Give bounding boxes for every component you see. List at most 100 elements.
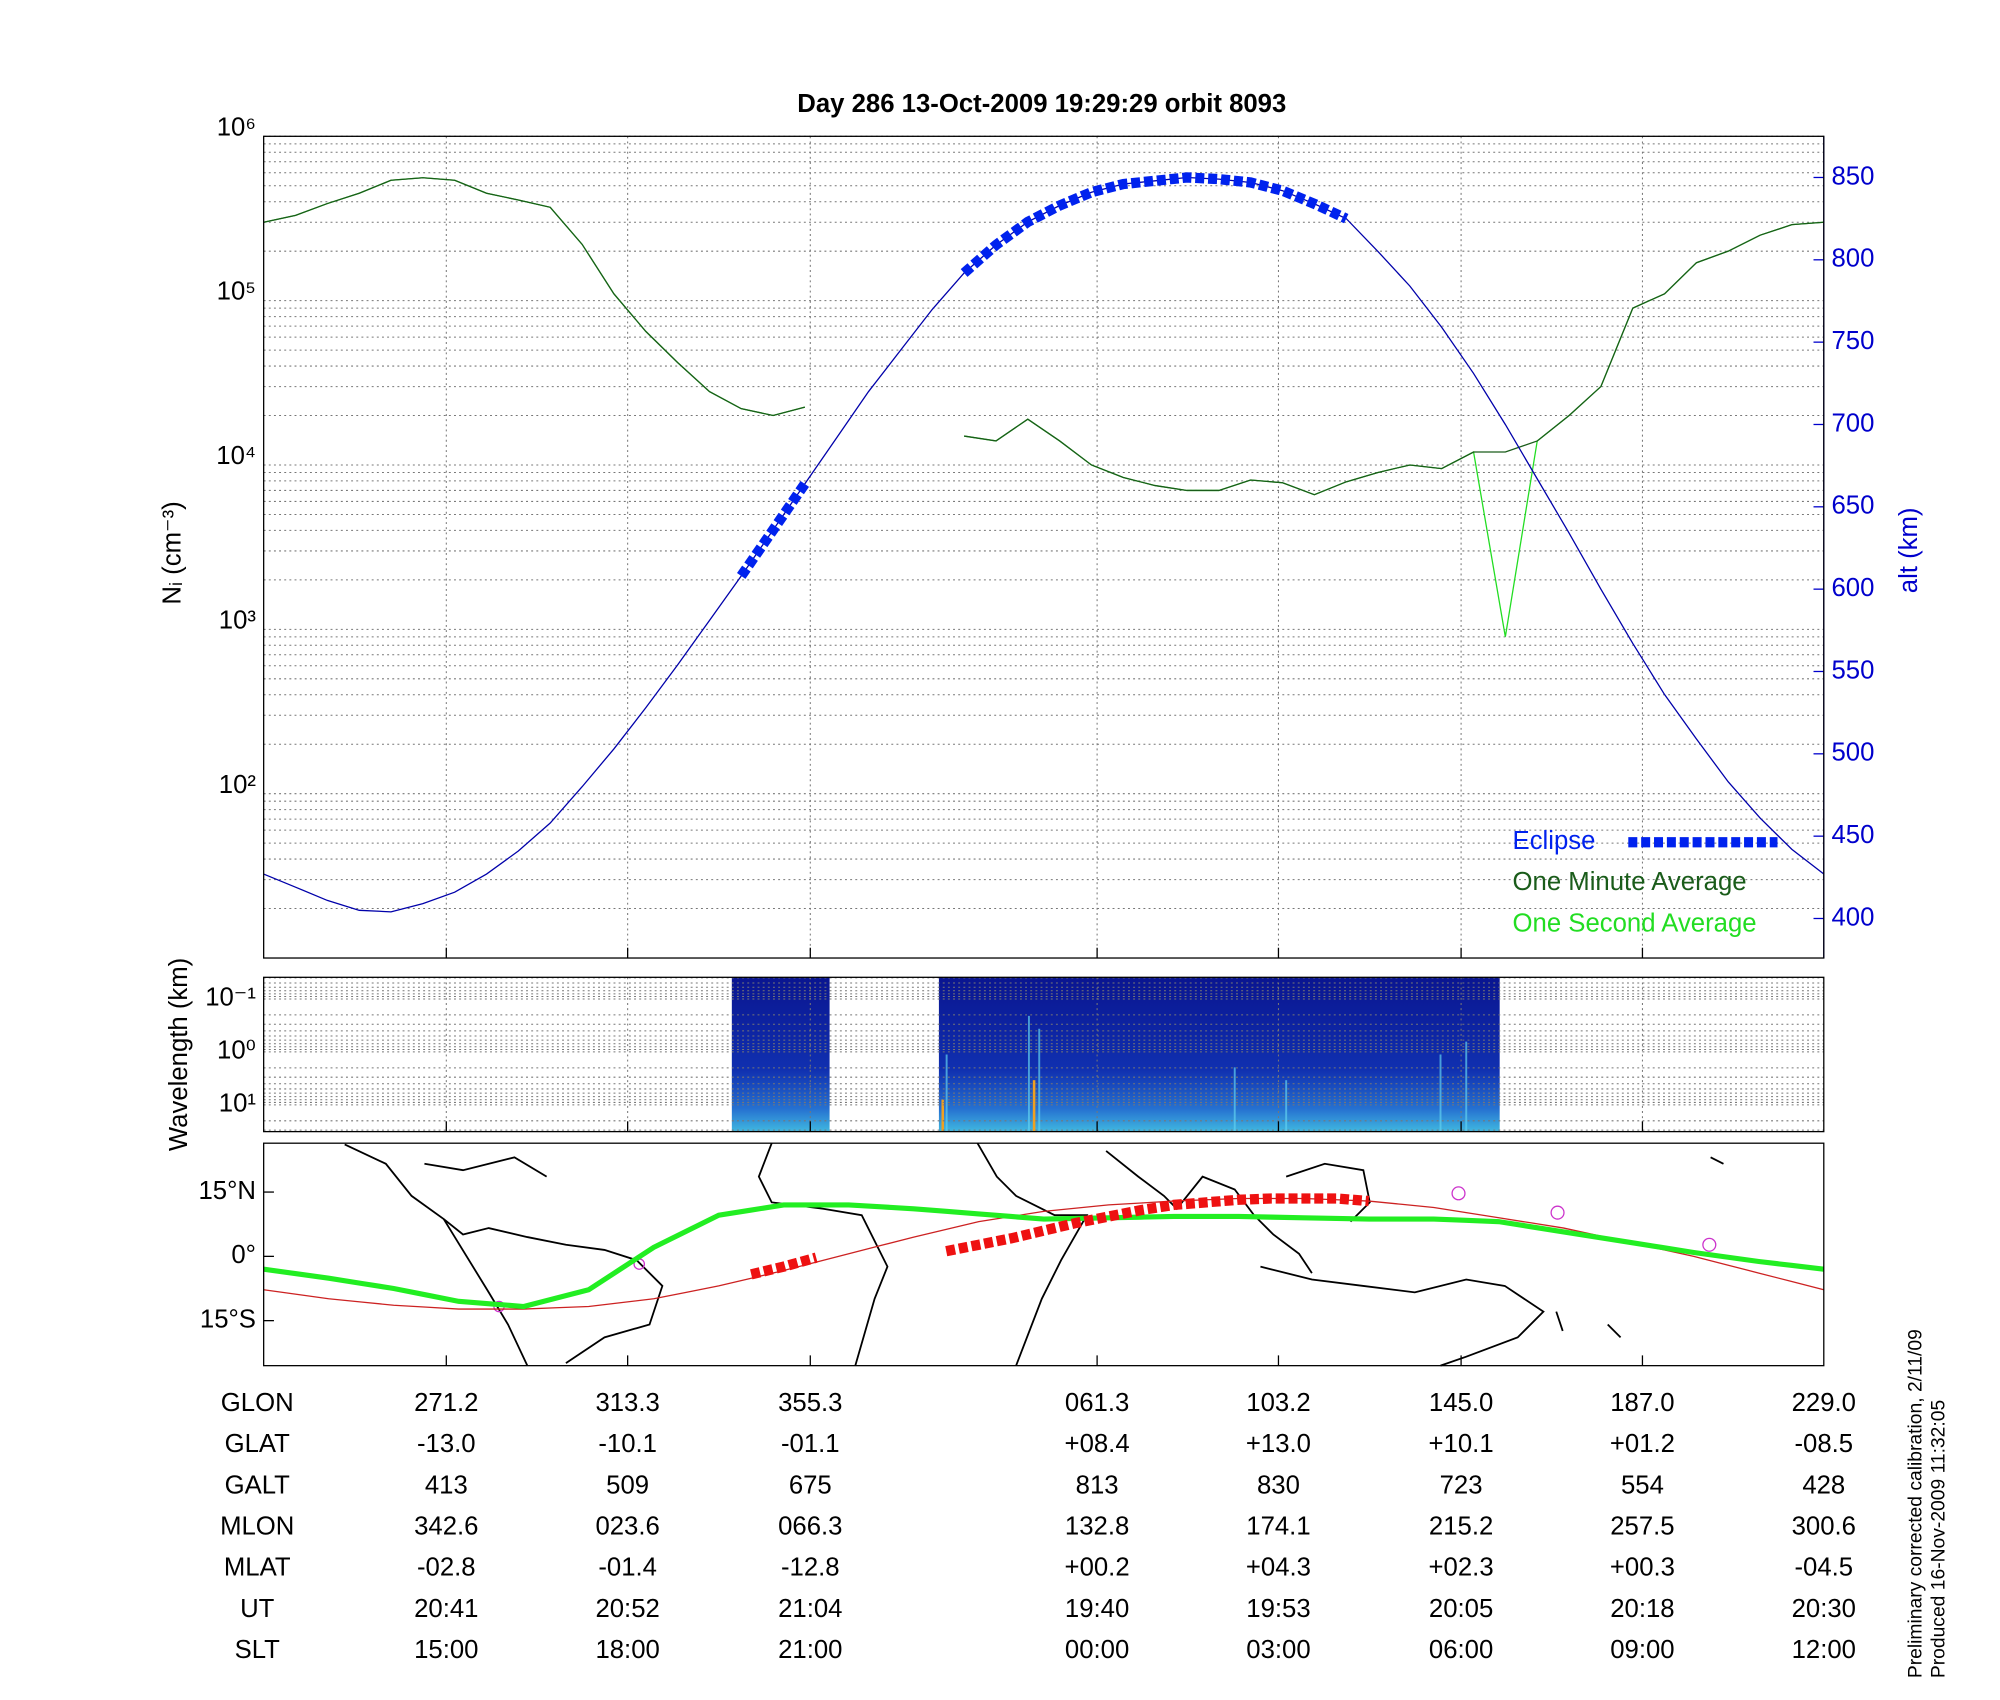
table-cell: -10.1 (598, 1430, 657, 1458)
table-cell: 271.2 (414, 1389, 478, 1417)
table-cell: 20:18 (1610, 1595, 1674, 1623)
row-label: GLON (221, 1389, 294, 1417)
y-tick-label: 10⁶ (217, 113, 256, 141)
table-cell: 342.6 (414, 1512, 478, 1540)
table-cell: 023.6 (595, 1512, 659, 1540)
note: Preliminary corrected calibration, 2/11/… (1905, 1329, 1926, 1678)
table-cell: 19:40 (1065, 1595, 1129, 1623)
y2-tick-label: 550 (1832, 656, 1875, 684)
table-cell: 20:41 (414, 1595, 478, 1623)
table-cell: 103.2 (1246, 1389, 1310, 1417)
table-cell: +08.4 (1065, 1430, 1130, 1458)
table-cell: +00.3 (1610, 1554, 1675, 1582)
y-tick-label: 15°S (200, 1305, 256, 1333)
row-label: MLAT (224, 1554, 291, 1582)
table-cell: 187.0 (1610, 1389, 1674, 1417)
table-cell: -12.8 (781, 1554, 840, 1582)
legend-label: Eclipse (1513, 827, 1596, 855)
data-line (263, 177, 1824, 496)
data-line (263, 1197, 1824, 1310)
table-cell: 313.3 (595, 1389, 659, 1417)
table-cell: 509 (606, 1471, 649, 1499)
y2-tick-label: 800 (1832, 245, 1875, 273)
legend-label: One Second Average (1513, 909, 1757, 937)
table-cell: 03:00 (1246, 1636, 1310, 1664)
table-cell: 229.0 (1792, 1389, 1856, 1417)
table-cell: 20:05 (1429, 1595, 1493, 1623)
y2-tick-label: 850 (1832, 162, 1875, 190)
y2-tick-label: 650 (1832, 492, 1875, 520)
panel-frame (263, 976, 1825, 1133)
y-tick-label: 10³ (219, 606, 257, 634)
table-cell: 554 (1621, 1471, 1664, 1499)
table-cell: 18:00 (595, 1636, 659, 1664)
chart-title: Day 286 13-Oct-2009 19:29:29 orbit 8093 (797, 90, 1286, 118)
data-line (750, 1193, 1370, 1280)
y-tick-label: 0° (231, 1241, 256, 1269)
row-label: MLON (220, 1512, 294, 1540)
table-cell: 300.6 (1792, 1512, 1856, 1540)
table-cell: 061.3 (1065, 1389, 1129, 1417)
table-cell: 257.5 (1610, 1512, 1674, 1540)
y2-tick-label: 450 (1832, 821, 1875, 849)
y-tick-label: 10¹ (219, 1090, 256, 1118)
data-line (263, 177, 1824, 637)
legend-label: One Minute Average (1513, 868, 1747, 896)
y-tick-label: 10² (219, 771, 257, 799)
table-cell: 174.1 (1246, 1512, 1310, 1540)
table-cell: -08.5 (1794, 1430, 1853, 1458)
y2-tick-label: 700 (1832, 409, 1875, 437)
panel-frame (263, 1142, 1825, 1367)
table-cell: 20:30 (1792, 1595, 1856, 1623)
data-line (263, 1202, 1825, 1310)
table-cell: +13.0 (1246, 1430, 1311, 1458)
table-cell: +01.2 (1610, 1430, 1675, 1458)
table-cell: -13.0 (417, 1430, 476, 1458)
table-cell: 675 (789, 1471, 832, 1499)
y2-tick-label: 500 (1832, 739, 1875, 767)
table-cell: 355.3 (778, 1389, 842, 1417)
table-cell: -01.1 (781, 1430, 840, 1458)
table-cell: 09:00 (1610, 1636, 1674, 1664)
y-tick-label: 10⁻¹ (205, 984, 256, 1012)
table-cell: 21:04 (778, 1595, 842, 1623)
y2-tick-label: 750 (1832, 327, 1875, 355)
row-label: SLT (235, 1636, 281, 1664)
table-cell: 413 (425, 1471, 468, 1499)
data-line (263, 176, 1825, 913)
table-cell: +00.2 (1065, 1554, 1130, 1582)
table-cell: 15:00 (414, 1636, 478, 1664)
table-cell: -02.8 (417, 1554, 476, 1582)
table-cell: -04.5 (1794, 1554, 1853, 1582)
y2-axis-label: alt (km) (1895, 508, 1923, 594)
note: Produced 16-Nov-2009 11:32:05 (1929, 1400, 1950, 1678)
y-tick-label: 15°N (198, 1177, 255, 1205)
row-label: UT (240, 1595, 275, 1623)
y-axis-label: Nᵢ (cm⁻³) (158, 501, 186, 604)
y2-tick-label: 400 (1832, 903, 1875, 931)
table-cell: 19:53 (1246, 1595, 1310, 1623)
y-tick-label: 10⁴ (216, 442, 256, 470)
table-cell: +02.3 (1429, 1554, 1494, 1582)
table-cell: 215.2 (1429, 1512, 1493, 1540)
table-cell: 428 (1802, 1471, 1845, 1499)
spectrogram (731, 977, 1500, 1132)
table-cell: 20:52 (595, 1595, 659, 1623)
coastlines (344, 1142, 1724, 1367)
table-cell: 132.8 (1065, 1512, 1129, 1540)
table-cell: +04.3 (1246, 1554, 1311, 1582)
table-cell: 830 (1257, 1471, 1300, 1499)
table-cell: -01.4 (598, 1554, 657, 1582)
table-cell: 145.0 (1429, 1389, 1493, 1417)
table-cell: 21:00 (778, 1636, 842, 1664)
table-cell: 723 (1440, 1471, 1483, 1499)
row-label: GALT (225, 1471, 291, 1499)
y-tick-label: 10⁵ (217, 278, 256, 306)
y2-tick-label: 600 (1832, 574, 1875, 602)
panel-frame (263, 135, 1825, 959)
table-cell: +10.1 (1429, 1430, 1494, 1458)
table-cell: 066.3 (778, 1512, 842, 1540)
table-cell: 06:00 (1429, 1636, 1493, 1664)
row-label: GLAT (225, 1430, 291, 1458)
